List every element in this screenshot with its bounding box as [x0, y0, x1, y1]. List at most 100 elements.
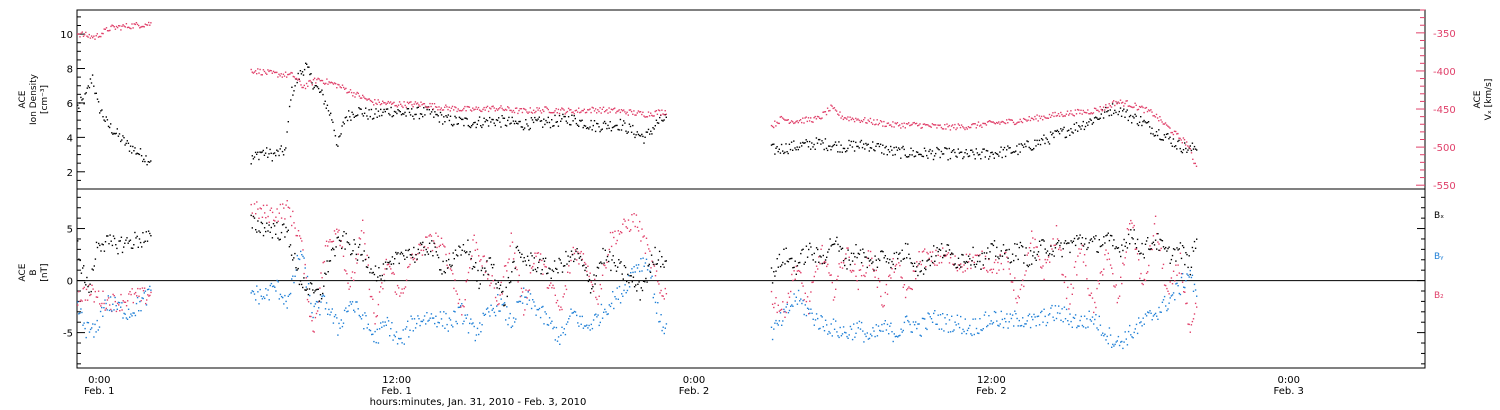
density-series-point: [270, 152, 272, 154]
velocity-series-point: [363, 96, 365, 98]
density-series-point: [799, 142, 802, 144]
b-red-series-point: [1124, 257, 1126, 259]
b-blue-series-point: [471, 323, 473, 325]
density-series-point: [1184, 142, 1186, 144]
b-red-series-point: [436, 246, 438, 249]
velocity-series-point: [333, 82, 336, 84]
density-series-point: [510, 122, 512, 124]
b-blue-series-point: [1004, 317, 1006, 320]
velocity-series-point: [611, 109, 614, 111]
density-series-point: [340, 133, 342, 135]
velocity-series-point: [457, 108, 459, 110]
velocity-series-point: [570, 109, 572, 111]
density-series-point: [345, 116, 348, 118]
velocity-series-point: [449, 110, 451, 112]
velocity-series-point: [86, 35, 88, 37]
b-blue-series-segment: [770, 269, 1198, 350]
b-black-series-point: [971, 260, 973, 262]
b-red-series-point: [804, 292, 806, 294]
b-red-series-point: [783, 311, 785, 313]
b-red-series-point: [470, 258, 472, 261]
b-black-series-point: [375, 280, 378, 282]
b-blue-series-point: [440, 318, 443, 320]
b-black-series-point: [96, 246, 99, 249]
b-red-series-point: [567, 271, 569, 273]
velocity-series-point: [872, 123, 874, 125]
b-blue-series-point: [1176, 282, 1178, 284]
b-blue-series-point: [270, 282, 273, 285]
b-red-series-point: [305, 277, 307, 279]
b-red-series-point: [839, 266, 841, 268]
b-black-series-point: [931, 261, 934, 264]
b-red-series-point: [1159, 249, 1161, 252]
velocity-series-point: [102, 32, 104, 35]
b-blue-series-point: [551, 320, 553, 322]
velocity-series-point: [585, 111, 588, 114]
density-series-point: [560, 120, 562, 122]
density-series-point: [344, 117, 346, 119]
b-black-series-point: [125, 239, 127, 241]
b-blue-series-point: [1113, 345, 1115, 347]
b-red-series-point: [521, 291, 524, 293]
b-black-series-point: [512, 261, 514, 263]
density-series-point: [440, 114, 443, 116]
density-series-point: [785, 143, 787, 145]
b-red-series-point: [1011, 281, 1014, 283]
density-series-point: [1078, 125, 1080, 127]
density-series-point: [302, 74, 305, 76]
b-red-series-point: [840, 261, 843, 264]
density-series-point: [977, 154, 980, 156]
density-series-point: [874, 150, 876, 152]
b-black-series-point: [1051, 253, 1053, 256]
b-red-series-point: [551, 287, 553, 289]
b-blue-series-point: [1094, 318, 1096, 321]
b-black-series-point: [813, 252, 815, 255]
b-red-series-point: [888, 275, 890, 278]
b-black-series-point: [1054, 247, 1057, 249]
density-series-point: [532, 121, 535, 124]
b-black-series-point: [1076, 235, 1078, 237]
density-series-point: [1149, 126, 1151, 128]
b-red-series-point: [491, 275, 493, 277]
density-series-point: [653, 128, 655, 130]
b-black-series-point: [575, 250, 577, 253]
velocity-series-point: [641, 113, 643, 116]
velocity-series-point: [1187, 145, 1189, 147]
b-red-series-point: [523, 314, 525, 316]
b-red-series-point: [802, 285, 804, 287]
density-series-point: [269, 148, 271, 151]
b-blue-series-point: [876, 335, 879, 337]
b-red-series-point: [431, 249, 434, 252]
b-red-series-point: [954, 255, 956, 257]
b-black-series-point: [446, 267, 449, 269]
density-series-point: [526, 123, 528, 125]
density-series-point: [997, 153, 999, 156]
density-series-point: [988, 158, 990, 160]
b-blue-series-point: [630, 272, 632, 274]
b-blue-series-point: [773, 328, 775, 330]
velocity-series-point: [998, 121, 1000, 123]
velocity-series-point: [446, 106, 448, 108]
velocity-series-point: [1105, 104, 1107, 106]
velocity-series-point: [275, 71, 277, 74]
density-series-point: [562, 113, 564, 116]
b-red-series-point: [661, 295, 663, 297]
b-red-series-point: [819, 262, 821, 265]
velocity-series-point: [1119, 99, 1122, 101]
density-series-point: [985, 149, 988, 152]
velocity-series-point: [837, 113, 839, 115]
b-black-series-point: [928, 258, 930, 261]
b-red-series-point: [952, 263, 954, 265]
b-red-series-point: [1116, 301, 1118, 304]
velocity-series-point: [394, 105, 396, 107]
density-series-point: [1172, 138, 1175, 140]
b-black-series-point: [622, 278, 624, 280]
density-series-point: [88, 86, 91, 89]
velocity-series-point: [1127, 105, 1129, 107]
density-series-point: [1061, 130, 1063, 132]
b-red-series-point: [493, 287, 496, 289]
velocity-series-point: [1182, 137, 1185, 139]
velocity-series-point: [1100, 108, 1102, 111]
b-blue-series-point: [1081, 324, 1084, 327]
velocity-series-point: [90, 35, 93, 37]
